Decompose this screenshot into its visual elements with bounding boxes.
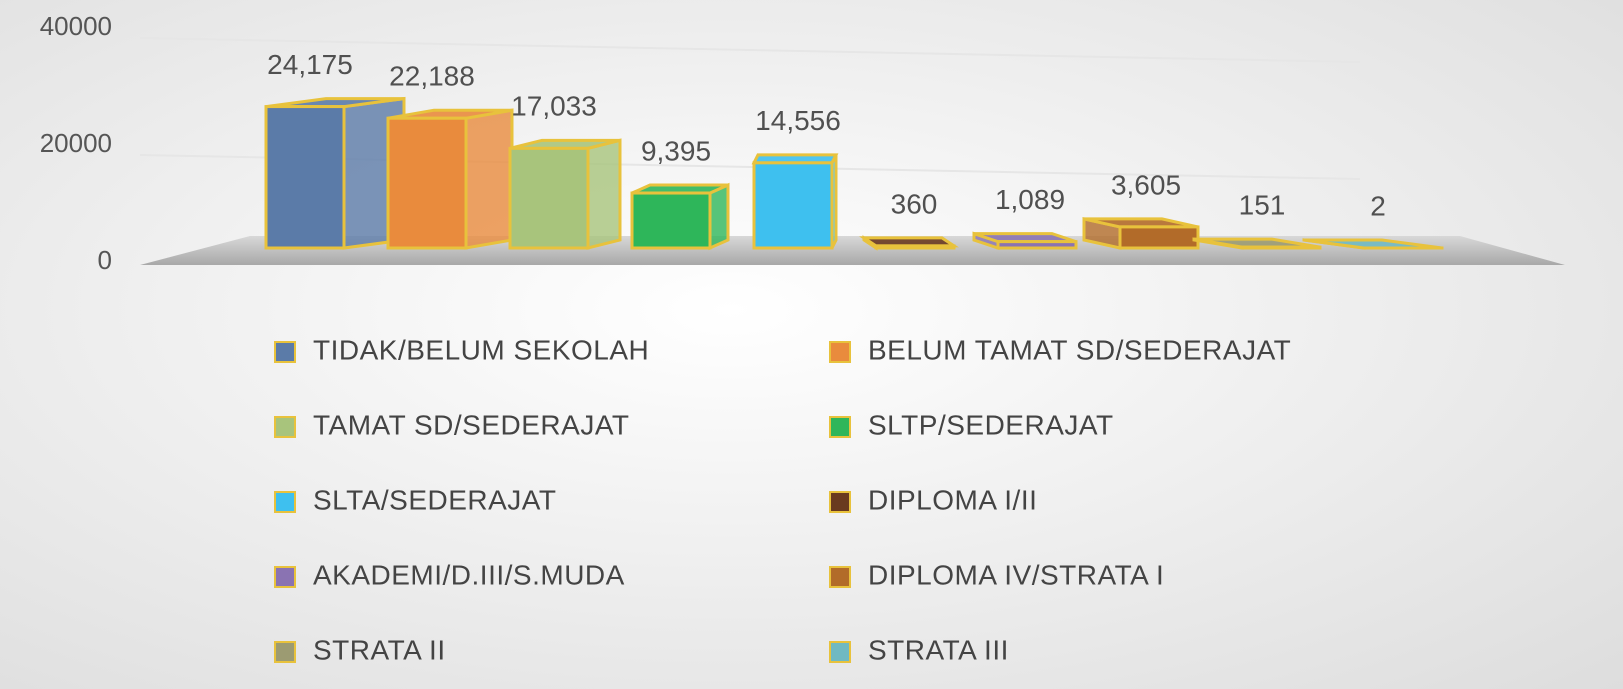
value-label: 151 <box>1239 190 1286 221</box>
value-label: 2 <box>1370 190 1386 221</box>
bar <box>386 116 468 250</box>
legend-label: TIDAK/BELUM SEKOLAH <box>313 334 649 365</box>
bar <box>630 191 712 250</box>
legend-swatch <box>274 341 296 363</box>
bar-side <box>586 138 622 250</box>
value-label: 360 <box>891 188 938 219</box>
bar <box>874 244 956 250</box>
legend-label: TAMAT SD/SEDERAJAT <box>313 409 630 440</box>
legend-swatch <box>274 416 296 438</box>
grid-line <box>139 37 1361 63</box>
bar <box>508 146 590 250</box>
bar <box>752 161 834 250</box>
bar <box>264 105 346 250</box>
value-label: 17,033 <box>511 91 597 122</box>
bar-side <box>464 108 514 250</box>
legend-swatch <box>274 491 296 513</box>
bar <box>1118 225 1200 250</box>
legend-swatch <box>829 641 851 663</box>
legend-label: AKADEMI/D.III/S.MUDA <box>313 559 625 590</box>
legend-label: SLTP/SEDERAJAT <box>868 409 1114 440</box>
legend-label: DIPLOMA I/II <box>868 484 1037 515</box>
legend-label: SLTA/SEDERAJAT <box>313 484 557 515</box>
legend-swatch <box>274 641 296 663</box>
value-label: 1,089 <box>995 184 1065 215</box>
value-label: 3,605 <box>1111 169 1181 200</box>
value-label: 22,188 <box>389 61 475 92</box>
bar <box>1240 245 1322 250</box>
legend-swatch <box>829 341 851 363</box>
legend-label: DIPLOMA IV/STRATA I <box>868 559 1164 590</box>
legend-label: STRATA II <box>313 634 446 665</box>
legend-label: BELUM TAMAT SD/SEDERAJAT <box>868 334 1291 365</box>
legend-swatch <box>829 491 851 513</box>
legend-swatch <box>829 416 851 438</box>
y-tick-label: 0 <box>98 245 112 275</box>
bar <box>996 240 1078 250</box>
legend-swatch <box>274 566 296 588</box>
bar-side <box>708 182 730 251</box>
value-label: 24,175 <box>267 49 353 80</box>
legend-label: STRATA III <box>868 634 1009 665</box>
legend-swatch <box>829 566 851 588</box>
value-label: 14,556 <box>755 105 841 136</box>
y-tick-label: 20000 <box>40 128 112 158</box>
value-label: 9,395 <box>641 135 711 166</box>
y-tick-label: 40000 <box>40 11 112 41</box>
